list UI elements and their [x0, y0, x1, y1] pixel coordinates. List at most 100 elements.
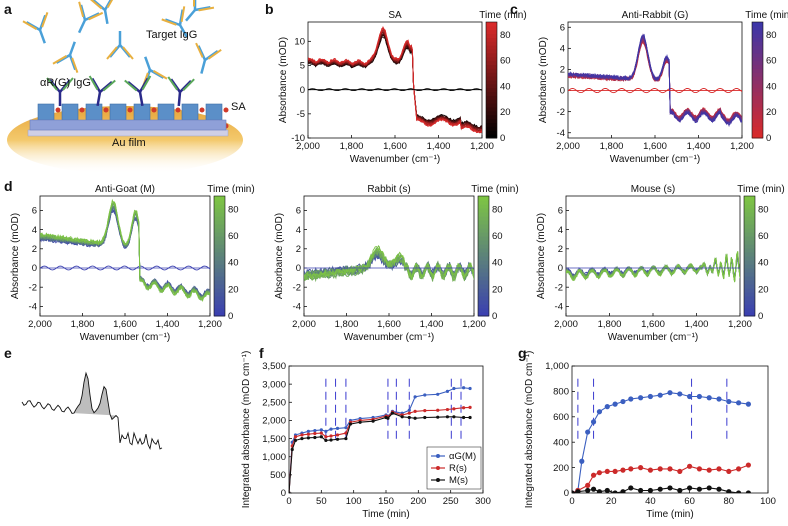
data-point: [324, 429, 328, 433]
data-point: [736, 490, 742, 493]
colorbar-tick-label: 80: [492, 204, 503, 215]
data-point: [306, 436, 310, 440]
capture-igg: [46, 77, 74, 106]
data-point: [413, 395, 417, 399]
data-point: [462, 415, 466, 420]
data-point: [647, 487, 653, 493]
colorbar-segment: [486, 68, 497, 73]
data-point: [638, 487, 644, 493]
colorbar-segment: [486, 72, 497, 77]
data-point: [413, 416, 417, 420]
spectrum-line: [40, 198, 210, 303]
y-tick-label: 6: [560, 22, 565, 33]
y-tick-label: 0: [281, 488, 286, 499]
integration-sketch: [21, 371, 163, 450]
x-tick-label: 2,000: [28, 319, 52, 330]
legend: αG(M)R(s)M(s): [426, 446, 482, 490]
ab-arm: [38, 14, 47, 31]
sa-block: [37, 103, 55, 121]
data-point: [306, 429, 310, 433]
ab-arm: [79, 4, 87, 21]
colorbar-tick-label: 60: [758, 231, 769, 242]
ab-arm: [49, 79, 61, 93]
colorbar-segment: [744, 296, 755, 301]
y-tick-label: -4: [29, 302, 37, 313]
colorbar-segment: [752, 37, 763, 42]
plot-area: [289, 378, 472, 493]
ab-arm: [84, 12, 100, 22]
target-igg: [161, 6, 189, 38]
y-tick-label: 6: [32, 206, 37, 217]
colorbar-segment: [744, 288, 755, 293]
colorbar-title: Time (min): [471, 184, 518, 195]
data-point: [620, 489, 626, 493]
data-point: [344, 436, 348, 441]
x-tick-label: 1,600: [641, 319, 665, 330]
sa-block: [61, 103, 79, 121]
colorbar-segment: [486, 134, 497, 139]
data-point: [596, 489, 603, 493]
sa-block: [205, 103, 223, 121]
colorbar-segment: [478, 300, 489, 305]
colorbar: 0 20 40 60 80 Time (min): [471, 184, 518, 322]
colorbar-segment: [486, 110, 497, 116]
colorbar-segment: [214, 224, 225, 229]
ab-arm: [25, 21, 41, 32]
colorbar-segment: [478, 228, 489, 233]
data-point: [647, 393, 654, 400]
capture-igg-label: αR(G) IgG: [40, 77, 91, 89]
colorbar-segment: [214, 300, 225, 305]
data-point: [436, 392, 440, 396]
colorbar-segment: [486, 83, 497, 89]
sa-block: [85, 103, 103, 121]
colorbar-segment: [486, 95, 497, 100]
capture-igg: [124, 75, 152, 107]
colorbar-segment: [744, 216, 755, 221]
data-point: [585, 487, 591, 493]
chart-title: Anti-Rabbit (G): [622, 10, 689, 21]
data-point: [324, 435, 328, 439]
x-axis-label: Wavenumber (cm⁻¹): [350, 154, 440, 165]
data-point: [687, 393, 693, 400]
data-point: [745, 462, 752, 468]
ab-arm: [164, 18, 181, 27]
colorbar-segment: [478, 220, 489, 225]
data-point: [677, 487, 683, 493]
x-tick-label: 1,600: [643, 141, 667, 152]
legend-marker: [436, 478, 440, 482]
target-igg: [185, 0, 215, 22]
data-point: [696, 486, 703, 492]
colorbar-segment: [744, 224, 755, 229]
colorbar-tick-label: 20: [228, 284, 239, 295]
colorbar-segment: [478, 232, 489, 237]
target-igg: [89, 0, 117, 25]
plot-area: [566, 251, 740, 283]
colorbar-segment: [486, 103, 497, 108]
ab-light-chain: [62, 77, 74, 91]
y-axis-label: Absorbance (mOD): [538, 37, 549, 123]
ab-stem: [96, 91, 102, 107]
y-tick-label: 5: [300, 61, 305, 72]
colorbar-tick-label: 80: [766, 30, 777, 41]
y-tick-label: 4: [296, 225, 301, 236]
colorbar-segment: [486, 126, 497, 131]
colorbar-segment: [752, 126, 763, 131]
biotin-marker: [223, 107, 229, 113]
colorbar-segment: [478, 280, 489, 285]
biotin-marker: [55, 107, 61, 113]
data-point: [358, 420, 362, 424]
colorbar-segment: [744, 276, 755, 281]
colorbar-segment: [752, 45, 763, 50]
spectrum-line: [40, 206, 210, 299]
colorbar-frame: [751, 21, 764, 139]
ab-arm: [178, 9, 184, 26]
spectrum-line: [308, 28, 482, 134]
colorbar-segment: [478, 256, 489, 261]
colorbar-segment: [478, 260, 489, 265]
chart-c: Anti-Rabbit (G) 2,000 1,800 1,600 1,400 1,200…: [538, 10, 788, 165]
spectrum-line: [40, 265, 210, 271]
y-axis-label: Absorbance (mOD): [274, 213, 285, 299]
data-point: [329, 434, 333, 438]
x-tick-label: 250: [443, 496, 459, 507]
